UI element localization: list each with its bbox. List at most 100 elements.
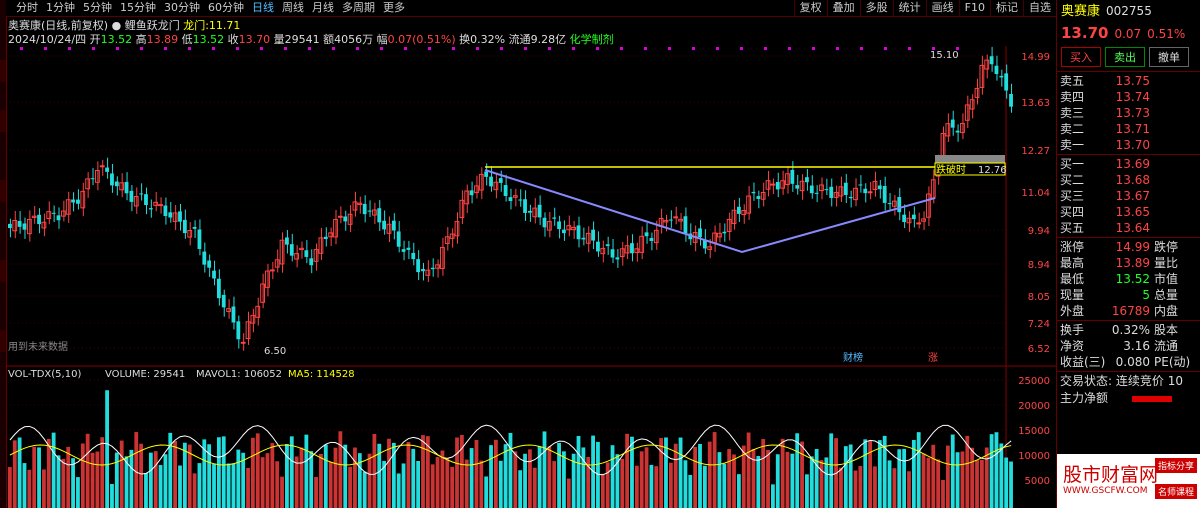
candle-body xyxy=(352,201,358,211)
mavol1-line xyxy=(9,424,1012,476)
candle-body xyxy=(921,218,926,222)
period-tab[interactable]: 60分钟 xyxy=(208,1,244,14)
volume-bar xyxy=(532,467,537,508)
volume-bar xyxy=(571,453,576,508)
volume-bar xyxy=(936,459,941,508)
candle-body xyxy=(853,187,858,201)
period-tab[interactable]: 15分钟 xyxy=(120,1,156,14)
left-tab[interactable] xyxy=(0,110,6,132)
main-flow[interactable]: 主力净额 xyxy=(1057,390,1200,407)
volume-bar xyxy=(975,460,979,508)
left-tab[interactable] xyxy=(0,180,6,202)
volume-bar xyxy=(654,466,659,508)
left-tab[interactable] xyxy=(0,60,6,82)
indicator-name[interactable]: 鲤鱼跃龙门 xyxy=(124,19,180,32)
tag-label-1: 跌破时 xyxy=(936,163,966,176)
volume-bar xyxy=(367,453,372,508)
period-tab[interactable]: 1分钟 xyxy=(46,1,75,14)
candle-body xyxy=(333,219,338,238)
vol-tick: 5000 xyxy=(1025,476,1050,487)
candle-body xyxy=(411,252,416,260)
volume-bar xyxy=(620,458,625,508)
candle-body xyxy=(955,130,960,133)
tool-button[interactable]: 标记 xyxy=(990,0,1023,16)
candle-body xyxy=(236,321,241,340)
candle-body xyxy=(163,205,168,216)
volume-bar xyxy=(294,456,299,508)
period-tab[interactable]: 多周期 xyxy=(342,1,375,14)
volume-bar xyxy=(537,446,542,508)
candle-body xyxy=(615,257,620,260)
tag-share[interactable]: 指标分享 xyxy=(1154,458,1197,473)
candle-body xyxy=(60,210,66,217)
tool-button[interactable]: 画线 xyxy=(925,0,959,16)
volume-bar xyxy=(27,469,32,508)
volume-bar xyxy=(965,435,970,508)
signal-dot xyxy=(44,47,47,50)
signal-dot xyxy=(716,47,719,50)
candle-body xyxy=(129,190,134,202)
sell-button[interactable]: 卖出 xyxy=(1105,47,1145,67)
period-tab[interactable]: 分时 xyxy=(16,1,38,14)
candle-body xyxy=(528,210,532,213)
candle-body xyxy=(960,122,965,134)
volume-bar xyxy=(348,466,352,508)
chart-title-row: 奥赛康(日线,前复权) ● 鲤鱼跃龙门 龙门:11.71 xyxy=(8,17,240,33)
tag-course[interactable]: 名师课程 xyxy=(1154,484,1197,499)
tool-button[interactable]: F10 xyxy=(958,0,990,16)
quote-row: 卖五 13.75 xyxy=(1060,74,1150,88)
period-tab[interactable]: 月线 xyxy=(312,1,334,14)
candle-body xyxy=(469,190,474,196)
period-tab[interactable]: 更多 xyxy=(383,1,405,14)
signal-dot xyxy=(236,47,239,50)
vol-tick: 15000 xyxy=(1018,426,1050,437)
volume-bar xyxy=(314,477,318,508)
volume-bar xyxy=(970,447,975,508)
kline-chart[interactable]: 14.99 13.63 12.27 11.04 9.94 8.94 8.05 7.24 6.52… xyxy=(0,0,1056,508)
period-tab[interactable]: 周线 xyxy=(282,1,304,14)
sector-label[interactable]: 化学制剂 xyxy=(569,33,614,46)
candle-body xyxy=(478,173,484,191)
buy-button[interactable]: 买入 xyxy=(1061,47,1101,67)
candle-body xyxy=(386,223,392,234)
period-tab[interactable]: 日线 xyxy=(252,1,274,14)
settings-icon[interactable]: ● xyxy=(111,19,122,32)
volume-bar xyxy=(552,461,557,508)
left-tab[interactable] xyxy=(0,330,6,352)
signal-dot xyxy=(404,47,407,50)
candle-body xyxy=(371,209,377,216)
turn-value: 0.32% xyxy=(470,33,506,46)
candle-body xyxy=(299,247,304,251)
tool-button[interactable]: 复权 xyxy=(793,0,827,16)
period-tab[interactable]: 5分钟 xyxy=(83,1,112,14)
candle-body xyxy=(512,195,518,198)
tool-button[interactable]: 统计 xyxy=(892,0,926,16)
period-tabs: 分时 1分钟 5分钟 15分钟 30分钟 60分钟 日线 周线 月线 多周期 更多 xyxy=(12,0,409,16)
volume-bar xyxy=(469,448,474,508)
candle-body xyxy=(99,165,105,168)
candle-body xyxy=(653,229,659,244)
low-label: 6.50 xyxy=(264,346,286,357)
tool-button[interactable]: 叠加 xyxy=(826,0,860,16)
volume-bar xyxy=(95,451,100,508)
tool-button[interactable]: 多股 xyxy=(859,0,893,16)
candle-body xyxy=(51,212,56,214)
status-label: 交易状态: 连续竞价 xyxy=(1060,374,1164,388)
volume-bar xyxy=(114,452,119,508)
volume-bar xyxy=(839,467,843,508)
left-tab[interactable] xyxy=(0,260,6,282)
period-tab[interactable]: 30分钟 xyxy=(164,1,200,14)
candle-body xyxy=(557,221,561,230)
candle-body xyxy=(449,233,455,239)
volume-bar xyxy=(197,463,202,508)
volume-bar xyxy=(790,453,795,508)
left-edge-tabs[interactable] xyxy=(0,0,7,508)
volume-bar xyxy=(911,439,916,508)
tool-button[interactable]: 自选 xyxy=(1023,0,1056,16)
candle-body xyxy=(250,314,256,324)
candle-body xyxy=(829,186,834,198)
cancel-button[interactable]: 撤单 xyxy=(1149,47,1189,67)
volume-bar xyxy=(868,440,873,508)
candle-body xyxy=(585,232,591,244)
candle-body xyxy=(139,193,144,195)
